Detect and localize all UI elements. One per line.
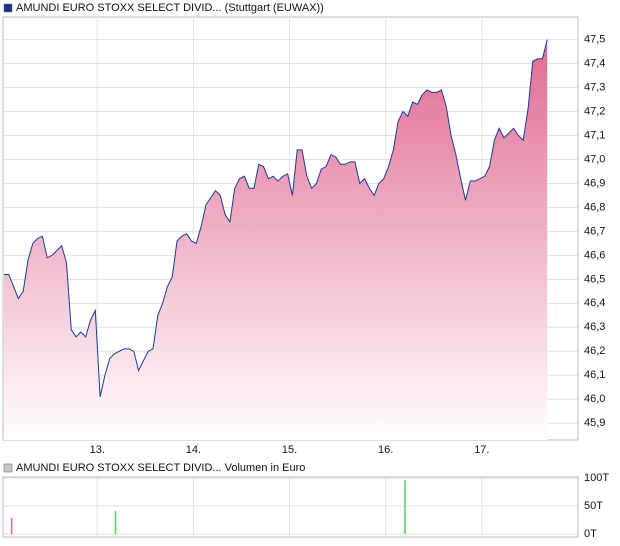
x-tick-label: 17. <box>474 444 489 456</box>
x-tick-label: 16. <box>378 444 393 456</box>
y-tick-label: 47,4 <box>584 57 605 69</box>
x-tick-label: 13. <box>90 444 105 456</box>
volume-bar <box>114 511 117 534</box>
legend-swatch <box>3 3 13 13</box>
legend-label: AMUNDI EURO STOXX SELECT DIVID... Volume… <box>16 462 305 474</box>
price-line <box>3 39 548 397</box>
y-tick-label: 47,2 <box>584 105 605 117</box>
x-tick-label: 14. <box>186 444 201 456</box>
y-tick-label: 46,6 <box>584 249 605 261</box>
y-tick-label: 100T <box>584 472 609 484</box>
y-tick-label: 45,9 <box>584 417 605 429</box>
y-tick-label: 47,3 <box>584 81 605 93</box>
y-tick-label: 46,9 <box>584 177 605 189</box>
y-tick-label: 46,8 <box>584 201 605 213</box>
legend-swatch <box>3 463 13 473</box>
volume-bar <box>10 517 13 534</box>
y-tick-label: 46,7 <box>584 225 605 237</box>
y-tick-label: 47,0 <box>584 153 605 165</box>
y-tick-label: 46,3 <box>584 321 605 333</box>
plot-border <box>2 476 579 538</box>
y-tick-label: 46,4 <box>584 297 605 309</box>
volume-bar <box>404 480 406 534</box>
y-tick-label: 47,5 <box>584 33 605 45</box>
y-tick-label: 46,2 <box>584 345 605 357</box>
y-tick-label: 0T <box>584 528 597 540</box>
y-tick-label: 47,1 <box>584 129 605 141</box>
area-fill <box>3 39 548 441</box>
x-tick-label: 15. <box>282 444 297 456</box>
y-tick-label: 46,1 <box>584 369 605 381</box>
y-tick-label: 46,5 <box>584 273 605 285</box>
legend-label: AMUNDI EURO STOXX SELECT DIVID... (Stutt… <box>16 2 324 14</box>
y-tick-label: 46,0 <box>584 393 605 405</box>
y-tick-label: 50T <box>584 500 603 512</box>
